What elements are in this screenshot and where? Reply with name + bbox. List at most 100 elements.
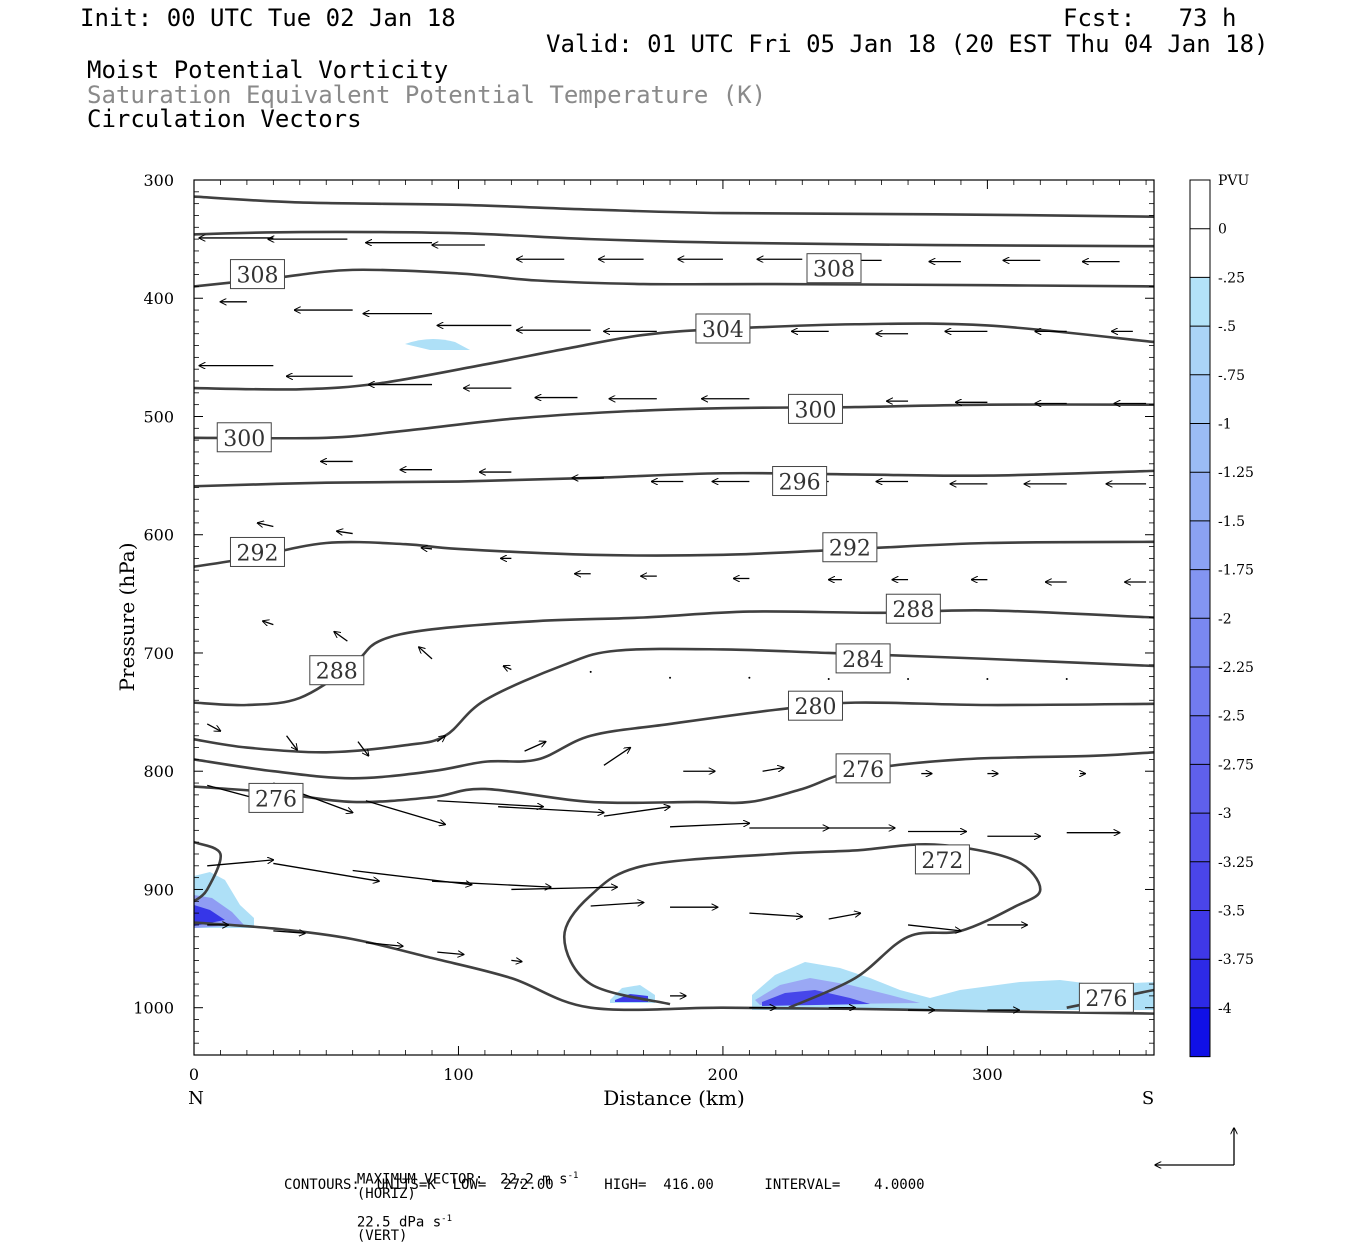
colorbar-label: -2.5 xyxy=(1218,709,1245,725)
contour-label-text: 284 xyxy=(842,648,884,673)
contour-label-box xyxy=(914,844,970,875)
theta-contour-line xyxy=(194,647,1154,754)
y-tick-label: 500 xyxy=(143,407,174,426)
contour-label-text: 300 xyxy=(794,398,836,423)
max-vector-info: MAXIMUM VECTOR: 22.2 m s-1 (HORIZ) 22.5 … xyxy=(340,1158,579,1244)
contour-label: 276 xyxy=(248,782,304,813)
pv-blob-sfc-left-dark xyxy=(194,905,225,926)
contour-label-box xyxy=(806,253,862,284)
colorbar-label: -1.75 xyxy=(1218,563,1254,579)
circulation-vector xyxy=(337,531,353,533)
circulation-vector xyxy=(498,806,604,813)
colorbar-swatch xyxy=(1190,423,1210,473)
contour-label: 304 xyxy=(695,313,751,344)
theta-contour-line xyxy=(194,230,1154,248)
circulation-vector xyxy=(907,924,961,931)
circulation-vector xyxy=(273,862,379,881)
y-tick-label: 1000 xyxy=(133,999,174,1018)
colorbar-label: -4 xyxy=(1218,1001,1232,1017)
x-tick-label: 200 xyxy=(708,1065,739,1084)
contour-label-text: 308 xyxy=(813,258,855,283)
pv-colorbar: 0 -.25 -.5 -.75 -1 -1.25 -1.5 -1.75 -2 -2.25 -2.5 -… xyxy=(1189,179,1254,1058)
circulation-vector xyxy=(603,807,670,817)
colorbar-label: -.25 xyxy=(1218,270,1245,286)
contour-label: 276 xyxy=(1078,982,1134,1013)
theta-contour-line xyxy=(194,268,1154,288)
y-tick-label: 400 xyxy=(143,289,174,308)
colorbar-swatch xyxy=(1190,180,1210,230)
axes: 300 400 500 600 700 800 900 1000 0 100 200 300 xyxy=(133,171,1154,1084)
x-tick-label: 300 xyxy=(972,1065,1003,1084)
circulation-vector xyxy=(286,735,298,750)
max-vector-horiz: MAXIMUM VECTOR: 22.2 m s xyxy=(356,1171,568,1188)
vector-dot xyxy=(986,677,989,680)
contour-label: 300 xyxy=(787,393,843,424)
circulation-vector xyxy=(257,523,274,527)
circulation-vector xyxy=(263,621,274,625)
colorbar-label: -2.25 xyxy=(1218,660,1254,676)
circulation-vector xyxy=(590,902,644,907)
valid-time: Valid: 01 UTC Fri 05 Jan 18 (20 EST Thu … xyxy=(546,30,1269,58)
contour-label-box xyxy=(787,690,843,721)
vector-dot xyxy=(827,677,830,680)
theta-contour-line xyxy=(194,701,1154,780)
contour-label-box xyxy=(822,532,878,563)
contour-label-text: 300 xyxy=(223,427,265,452)
colorbar-swatch xyxy=(1190,910,1210,960)
field-title-theta-es: Saturation Equivalent Potential Temperat… xyxy=(87,81,767,109)
circulation-vector xyxy=(431,880,551,887)
contour-label-box xyxy=(835,643,891,674)
x-axis-title: Distance (km) xyxy=(603,1086,745,1110)
colorbar-label: -1.25 xyxy=(1218,465,1254,481)
circulation-vector xyxy=(828,913,861,920)
contour-label-box xyxy=(885,593,941,624)
init-time: Init: 00 UTC Tue 02 Jan 18 xyxy=(80,4,456,32)
contour-label-text: 288 xyxy=(892,598,934,623)
circulation-vector xyxy=(511,960,522,961)
plot-frame xyxy=(193,179,1155,1056)
contour-info: CONTOURS: UNITS=K LOW= 272.00 HIGH= 416.… xyxy=(284,1177,925,1193)
colorbar-swatch xyxy=(1190,764,1210,814)
circulation-vector xyxy=(334,632,348,642)
vector-dot xyxy=(1065,677,1068,680)
circulation-vector xyxy=(603,748,630,766)
colorbar-swatch xyxy=(1190,569,1210,619)
contour-label: 272 xyxy=(914,844,970,875)
contour-label-box xyxy=(835,753,891,784)
contour-label: 296 xyxy=(772,466,828,497)
circulation-vector xyxy=(437,800,543,807)
colorbar-swatch xyxy=(1190,472,1210,522)
contour-label: 308 xyxy=(229,259,285,290)
colorbar-swatch xyxy=(1190,959,1210,1009)
contour-label-box xyxy=(216,422,272,453)
max-vector-vert-label: (VERT) xyxy=(356,1228,408,1244)
reference-vector xyxy=(1155,1128,1234,1165)
field-title-vectors: Circulation Vectors xyxy=(87,105,362,133)
circulation-vector xyxy=(503,666,512,670)
contour-label: 284 xyxy=(835,643,891,674)
contour-label-box xyxy=(1078,982,1134,1013)
max-vector-horiz-label: (HORIZ) xyxy=(356,1185,416,1202)
colorbar-label: -2.75 xyxy=(1218,757,1254,773)
colorbar-label: -1.5 xyxy=(1218,514,1245,530)
contour-label-text: 276 xyxy=(842,758,884,783)
forecast-hour: Fcst: 73 h xyxy=(1063,4,1237,32)
colorbar-swatch xyxy=(1190,520,1210,571)
theta-contour-line xyxy=(194,403,1154,440)
colorbar-title: PVU xyxy=(1218,173,1250,189)
theta-contour-line xyxy=(194,750,1154,805)
x-end-right-label: S xyxy=(1142,1088,1154,1109)
circulation-vector xyxy=(365,942,403,947)
theta-contour-line xyxy=(194,322,1154,391)
contour-label-text: 288 xyxy=(316,660,358,685)
contour-label-text: 296 xyxy=(779,471,821,496)
contour-label: 288 xyxy=(885,593,941,624)
theta-contour-line xyxy=(194,921,1154,1015)
contour-label-text: 276 xyxy=(1085,987,1127,1012)
y-tick-label: 300 xyxy=(143,171,174,190)
circulation-vector xyxy=(762,768,784,772)
circulation-vector xyxy=(421,548,433,549)
x-tick-label: 0 xyxy=(189,1065,199,1084)
